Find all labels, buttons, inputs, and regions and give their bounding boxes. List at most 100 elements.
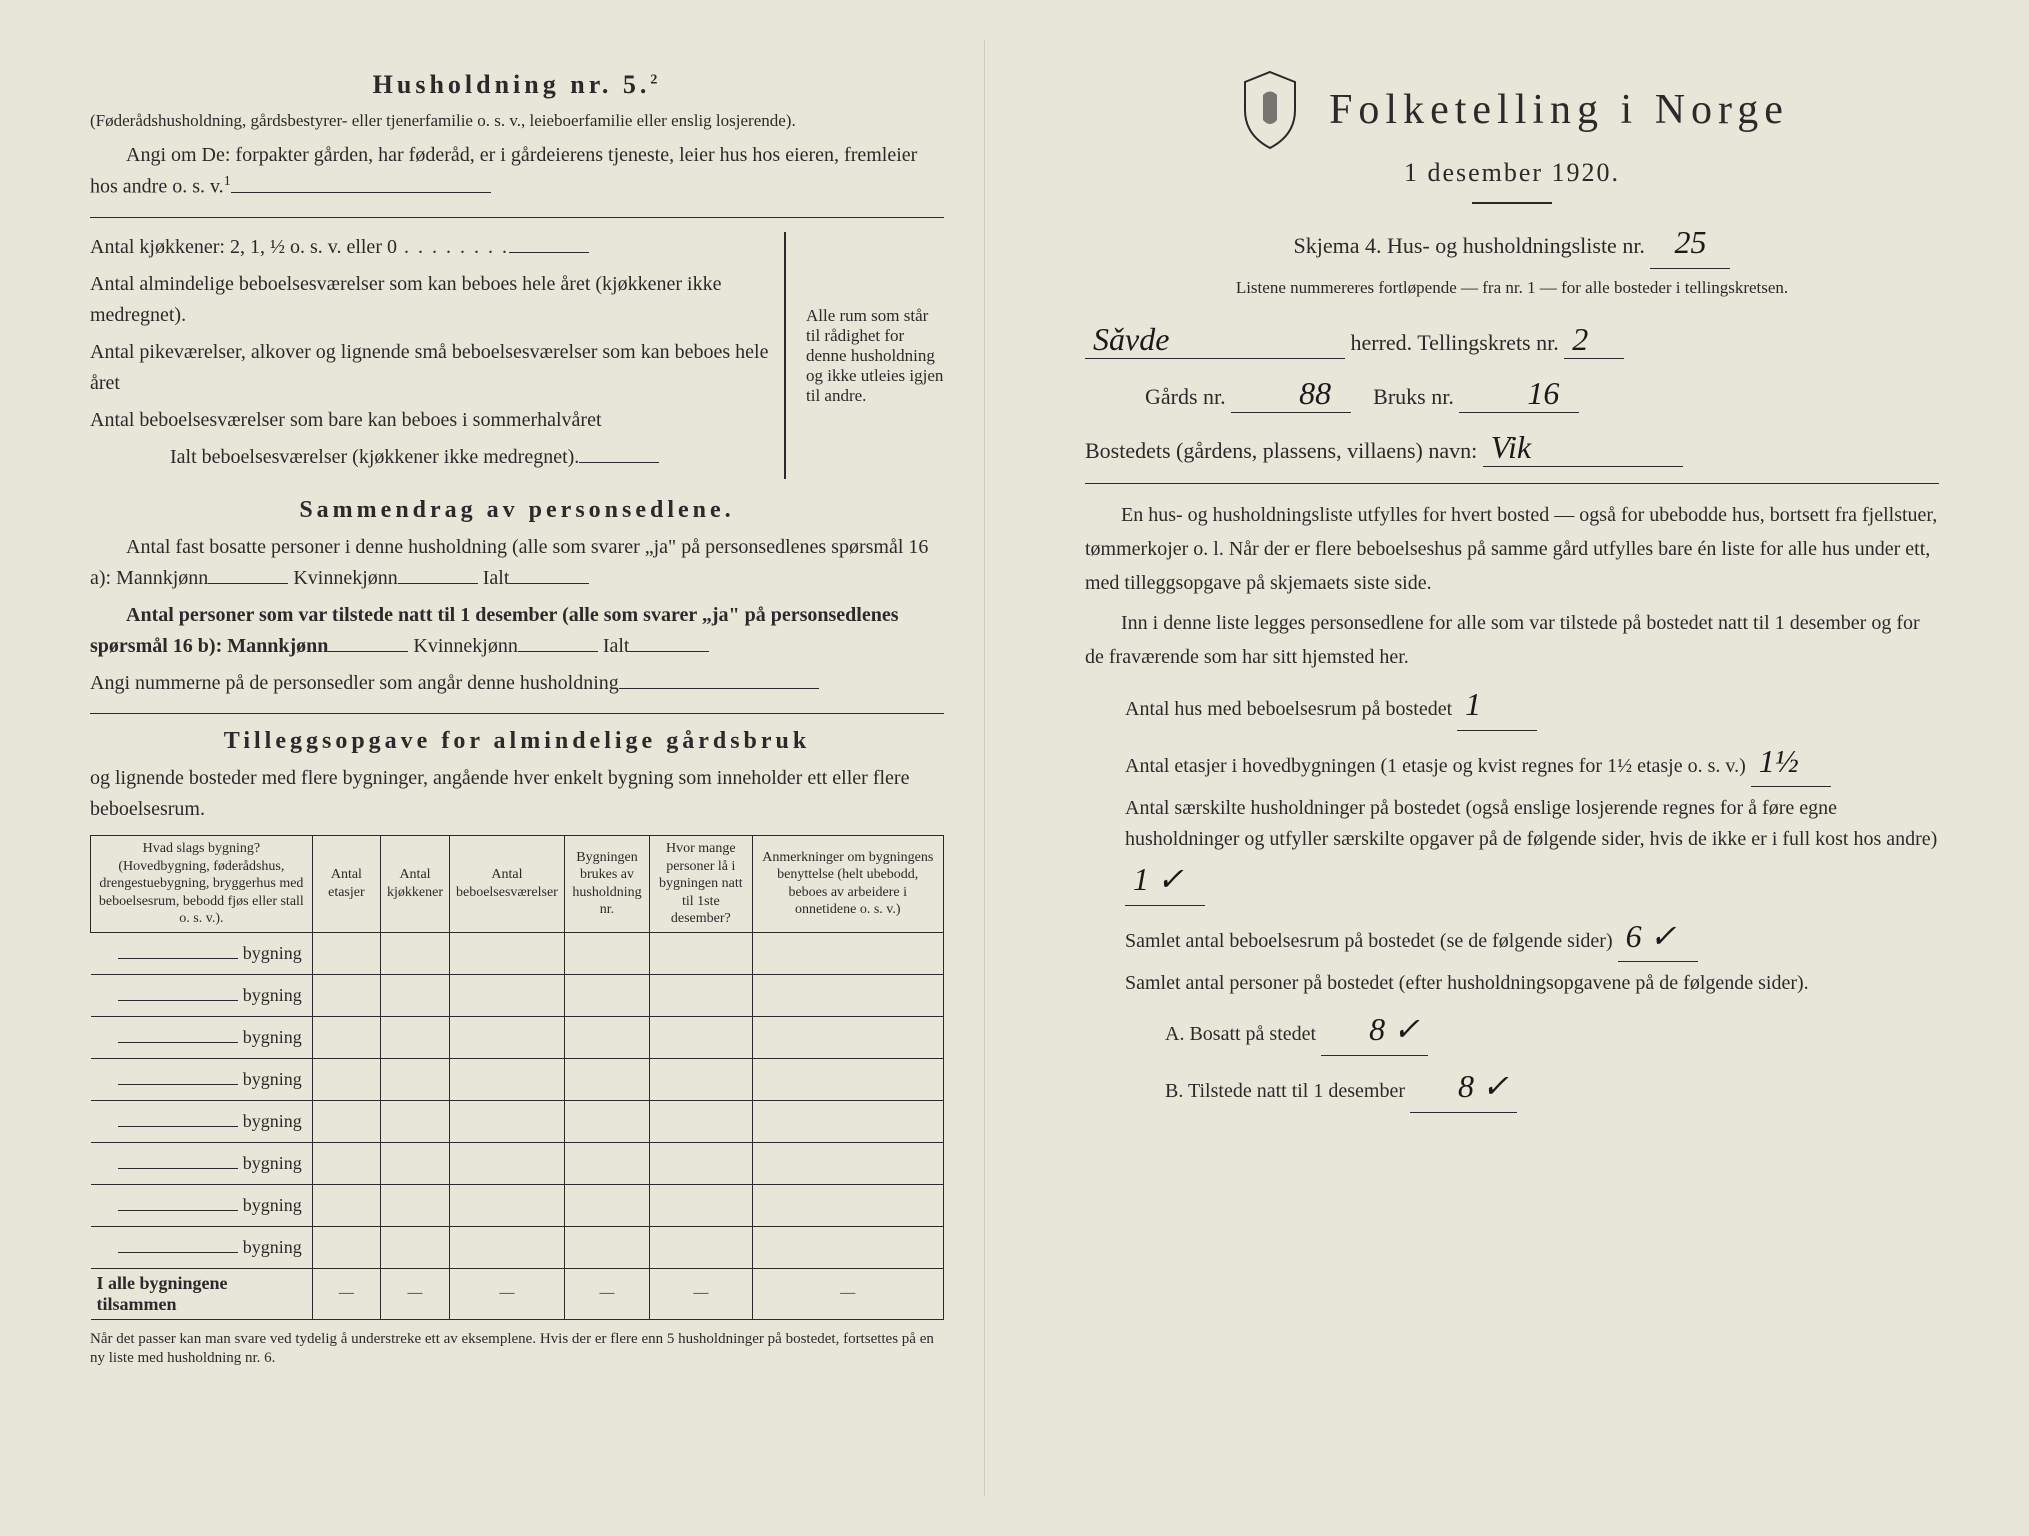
gards-nr: 88: [1231, 375, 1351, 413]
col-4: Bygningen brukes av husholdning nr.: [564, 836, 649, 933]
bosted-value: Vik: [1483, 429, 1683, 467]
table-cell: [381, 1142, 450, 1184]
table-row: bygning: [91, 1142, 944, 1184]
table-cell: [650, 1100, 752, 1142]
table-cell: [449, 1142, 564, 1184]
table-cell: [312, 1184, 380, 1226]
table-cell: [650, 1226, 752, 1268]
table-cell: [752, 1100, 944, 1142]
col-0: Hvad slags bygning? (Hovedbygning, føder…: [91, 836, 313, 933]
col-3: Antal beboelsesværelser: [449, 836, 564, 933]
table-cell: [312, 932, 380, 974]
kitchens-label: Antal kjøkkener: 2, 1, ½ o. s. v. eller …: [90, 236, 397, 258]
q3-label: Antal særskilte husholdninger på bostede…: [1125, 797, 1937, 850]
kvinne-label: Kvinnekjønn: [293, 567, 397, 589]
q4-label: Samlet antal beboelsesrum på bostedet (s…: [1125, 930, 1613, 952]
herred-value: Sǎvde: [1085, 321, 1345, 359]
date-line: 1 desember 1920.: [1085, 158, 1939, 188]
row-label: bygning: [91, 1142, 313, 1184]
row-label: bygning: [91, 1226, 313, 1268]
q2: Antal etasjer i hovedbygningen (1 etasje…: [1125, 737, 1939, 788]
heading-text: Husholdning nr. 5.: [373, 70, 651, 99]
qB-label: B. Tilstede natt til 1 desember: [1165, 1080, 1405, 1102]
table-cell: [564, 1226, 649, 1268]
heading-sup: 2: [650, 72, 661, 87]
table-cell: [449, 1058, 564, 1100]
qB-value: 8 ✓: [1410, 1062, 1517, 1113]
table-cell: [449, 932, 564, 974]
table-cell: [312, 1016, 380, 1058]
table-cell: [449, 1184, 564, 1226]
rooms-list: Antal kjøkkener: 2, 1, ½ o. s. v. eller …: [90, 232, 784, 479]
kvinne-label2: Kvinnekjønn: [413, 635, 517, 657]
table-row: bygning: [91, 974, 944, 1016]
herred-row: Sǎvde herred. Tellingskrets nr. 2: [1085, 321, 1939, 359]
main-title: Folketelling i Norge: [1329, 86, 1789, 134]
q1-value: 1: [1457, 680, 1537, 731]
row-label: bygning: [91, 974, 313, 1016]
table-cell: [564, 974, 649, 1016]
table-cell: [752, 1184, 944, 1226]
table-cell: [312, 974, 380, 1016]
divider: [90, 217, 944, 218]
qA-value: 8 ✓: [1321, 1005, 1428, 1056]
table-row: bygning: [91, 932, 944, 974]
table-cell: [449, 974, 564, 1016]
bosted-row: Bostedets (gårdens, plassens, villaens) …: [1085, 429, 1939, 467]
table-cell: [752, 1058, 944, 1100]
bruks-nr: 16: [1459, 375, 1579, 413]
angi-text: Angi om De: forpakter gården, har føderå…: [90, 144, 917, 198]
table-cell: [381, 1184, 450, 1226]
ialt-label2: Ialt: [603, 635, 630, 657]
skjema-line: Skjema 4. Hus- og husholdningsliste nr. …: [1085, 218, 1939, 269]
table-cell: [381, 1100, 450, 1142]
table-cell: [312, 1142, 380, 1184]
table-cell: [650, 1058, 752, 1100]
table-total-row: I alle bygningene tilsammen ——————: [91, 1268, 944, 1319]
table-cell: [752, 1226, 944, 1268]
right-page: Folketelling i Norge 1 desember 1920. Sk…: [1045, 40, 1979, 1496]
rooms2: Antal pikeværelser, alkover og lignende …: [90, 337, 784, 399]
q2-value: 1½: [1751, 737, 1831, 788]
table-cell: [752, 974, 944, 1016]
table-cell: [312, 1058, 380, 1100]
table-cell: [650, 932, 752, 974]
col-1: Antal etasjer: [312, 836, 380, 933]
table-row: bygning: [91, 1100, 944, 1142]
table-header-row: Hvad slags bygning? (Hovedbygning, føder…: [91, 836, 944, 933]
summary-p3: Angi nummerne på de personsedler som ang…: [90, 668, 944, 699]
table-cell: [449, 1100, 564, 1142]
col-6: Anmerkninger om bygningens benyttelse (h…: [752, 836, 944, 933]
qA: A. Bosatt på stedet 8 ✓: [1125, 1005, 1939, 1056]
table-cell: [564, 1016, 649, 1058]
q4-value: 6 ✓: [1618, 912, 1698, 963]
table-cell: [564, 1100, 649, 1142]
table-row: bygning: [91, 1016, 944, 1058]
table-cell: [650, 1142, 752, 1184]
q4: Samlet antal beboelsesrum på bostedet (s…: [1125, 912, 1939, 963]
bosted-label: Bostedets (gårdens, plassens, villaens) …: [1085, 438, 1477, 463]
herred-label: herred. Tellingskrets nr.: [1351, 330, 1559, 355]
row-label: bygning: [91, 1016, 313, 1058]
col-5: Hvor mange personer lå i bygningen natt …: [650, 836, 752, 933]
q5: Samlet antal personer på bostedet (efter…: [1125, 968, 1939, 999]
masthead: Folketelling i Norge 1 desember 1920. Sk…: [1085, 70, 1939, 301]
para2: Inn i denne liste legges personsedlene f…: [1085, 606, 1939, 674]
qB: B. Tilstede natt til 1 desember 8 ✓: [1125, 1062, 1939, 1113]
table-cell: [381, 1016, 450, 1058]
rule: [1472, 202, 1552, 204]
table-cell: [564, 932, 649, 974]
rooms-total-text: Ialt beboelsesværelser (kjøkkener ikke m…: [170, 446, 579, 468]
skjema-label: Skjema 4. Hus- og husholdningsliste nr.: [1294, 233, 1645, 258]
summary-p1: Antal fast bosatte personer i denne hush…: [90, 532, 944, 594]
summary-p3-text: Angi nummerne på de personsedler som ang…: [90, 672, 619, 694]
rooms1: Antal almindelige beboelsesværelser som …: [90, 269, 784, 331]
paren-note: (Føderådshusholdning, gårdsbestyrer- ell…: [90, 108, 944, 134]
angi-line: Angi om De: forpakter gården, har føderå…: [90, 140, 944, 203]
table-cell: [381, 1058, 450, 1100]
table-cell: [752, 1142, 944, 1184]
table-cell: [650, 1184, 752, 1226]
crest-icon: [1235, 70, 1305, 150]
table-row: bygning: [91, 1226, 944, 1268]
gards-label: Gårds nr.: [1145, 384, 1226, 409]
